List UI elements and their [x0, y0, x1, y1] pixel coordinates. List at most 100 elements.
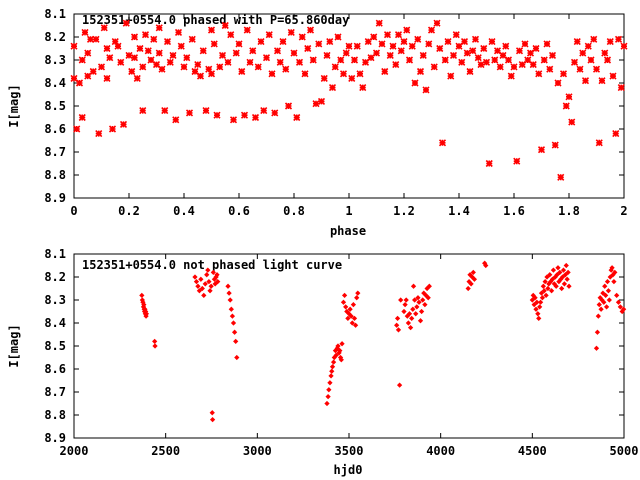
data-point	[617, 304, 623, 310]
data-point	[398, 297, 404, 303]
data-point	[97, 63, 106, 71]
data-point	[600, 290, 606, 296]
data-point	[566, 283, 572, 289]
data-point	[405, 320, 412, 326]
data-point	[526, 49, 535, 57]
data-point	[323, 51, 331, 59]
data-point	[554, 272, 560, 278]
data-point	[493, 47, 502, 55]
data-point	[309, 56, 317, 64]
data-point	[73, 125, 81, 133]
x-tick-label: 2500	[151, 444, 180, 458]
data-point	[612, 130, 620, 138]
data-point	[108, 125, 117, 133]
data-point	[471, 35, 480, 43]
data-point	[562, 272, 568, 278]
x-tick-label: 1.8	[558, 204, 580, 218]
data-point	[139, 63, 147, 71]
data-point	[339, 70, 348, 78]
data-point	[419, 51, 427, 59]
data-point	[455, 42, 463, 50]
data-point	[425, 40, 433, 48]
data-point	[234, 354, 240, 361]
y-tick-label: 8.8	[44, 408, 66, 422]
data-point	[465, 285, 471, 292]
x-tick-label: 1.6	[503, 204, 525, 218]
data-point	[361, 58, 370, 66]
data-point	[414, 304, 420, 310]
data-point	[348, 74, 356, 82]
data-point	[114, 42, 122, 50]
data-point	[532, 44, 540, 53]
y-tick-label: 8.1	[44, 7, 66, 21]
x-tick-label: 0.2	[118, 204, 140, 218]
data-point	[612, 269, 618, 276]
data-point	[152, 343, 158, 349]
data-point	[595, 313, 601, 319]
data-point	[330, 359, 337, 365]
data-point	[70, 74, 78, 82]
data-point	[452, 31, 460, 39]
data-point	[229, 116, 238, 124]
data-point	[351, 315, 358, 322]
data-point	[598, 306, 604, 312]
unphased-chart: 152351+0554.0 not phased light curve hjd…	[7, 247, 638, 477]
data-point	[161, 107, 169, 115]
x-tick-label: 3000	[243, 444, 272, 458]
data-point	[504, 56, 513, 64]
data-point	[430, 63, 438, 71]
chart-title: 152351+0554.0 not phased light curve	[82, 258, 342, 272]
data-point	[354, 295, 360, 301]
data-point	[150, 35, 158, 43]
data-point	[191, 67, 199, 76]
data-point	[540, 56, 548, 64]
data-point	[353, 42, 361, 50]
data-point	[469, 47, 477, 55]
data-point	[409, 315, 415, 322]
data-point	[534, 299, 540, 305]
data-point	[92, 35, 100, 43]
x-tick-label: 4500	[518, 444, 547, 458]
data-point	[480, 44, 488, 53]
x-tick-label: 1.2	[393, 204, 415, 218]
data-point	[606, 297, 612, 303]
data-point	[378, 40, 386, 48]
data-point	[383, 31, 392, 39]
y-tick-label: 8.9	[44, 431, 66, 445]
data-point	[507, 72, 515, 80]
data-point	[536, 315, 542, 322]
data-point	[389, 42, 397, 50]
y-tick-label: 8.6	[44, 122, 66, 136]
data-point	[334, 33, 342, 41]
data-point	[210, 269, 216, 276]
data-point	[611, 278, 617, 285]
data-series	[70, 19, 628, 181]
data-point	[535, 70, 543, 78]
data-point	[218, 51, 227, 59]
data-point	[413, 311, 419, 317]
data-point	[573, 38, 581, 46]
data-point	[581, 77, 590, 85]
data-point	[438, 139, 447, 147]
x-axis-label: phase	[330, 224, 366, 238]
data-point	[370, 33, 378, 41]
data-point	[89, 67, 97, 76]
data-point	[196, 72, 205, 80]
data-point	[537, 304, 543, 310]
data-point	[271, 109, 279, 117]
data-point	[606, 38, 614, 46]
data-point	[251, 113, 260, 122]
data-point	[411, 79, 419, 87]
data-point	[130, 54, 139, 62]
data-point	[496, 63, 504, 71]
x-tick-label: 0	[70, 204, 77, 218]
data-point	[396, 382, 403, 388]
data-point	[521, 40, 529, 48]
data-point	[403, 26, 411, 34]
data-point	[397, 47, 405, 55]
data-point	[549, 276, 556, 282]
data-point	[545, 285, 551, 292]
x-tick-label: 0.8	[283, 204, 305, 218]
data-point	[518, 61, 526, 69]
data-point	[209, 416, 216, 423]
